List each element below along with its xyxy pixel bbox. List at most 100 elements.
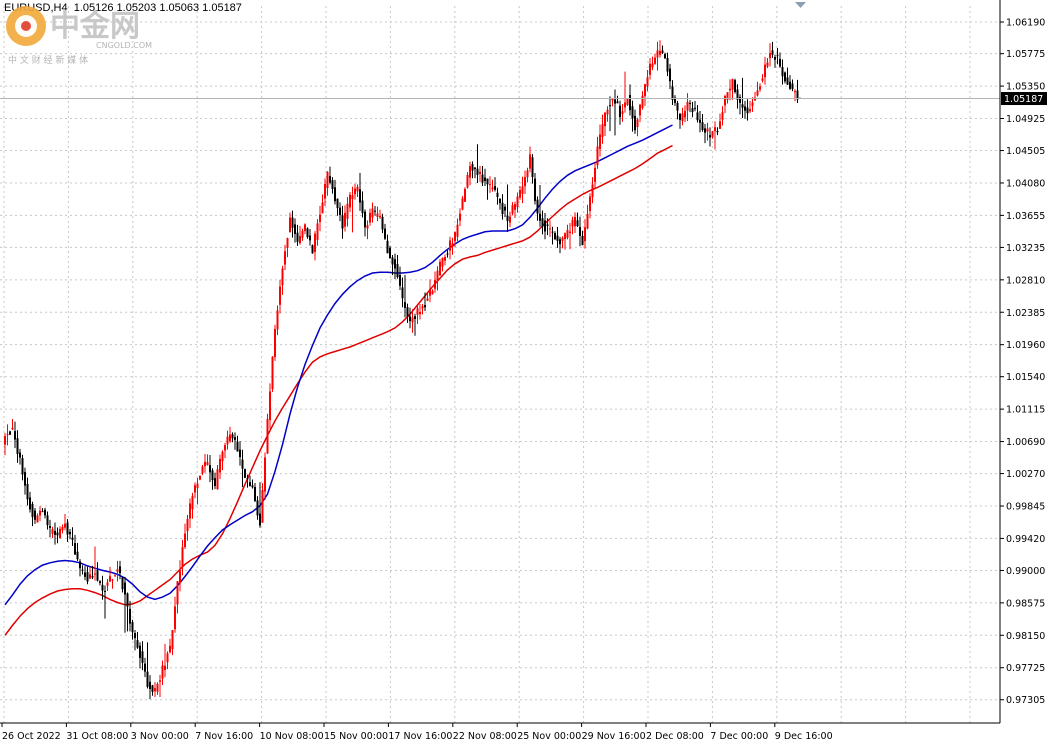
candle xyxy=(296,224,299,246)
candle xyxy=(754,92,756,101)
candle xyxy=(761,74,764,83)
candle xyxy=(474,167,476,179)
candle xyxy=(419,304,421,320)
candle xyxy=(164,643,166,678)
candle xyxy=(446,250,449,258)
candle xyxy=(331,177,334,194)
candle xyxy=(319,205,321,232)
candle xyxy=(611,98,614,107)
candle xyxy=(599,124,601,157)
candle xyxy=(39,506,41,521)
x-tick-label: 25 Nov 00:00 xyxy=(517,731,581,742)
candle xyxy=(101,575,104,600)
candle xyxy=(414,313,416,336)
candle xyxy=(214,472,216,490)
candle xyxy=(704,124,706,144)
candle xyxy=(254,482,256,503)
candle xyxy=(439,259,441,277)
candle xyxy=(91,565,94,580)
candle xyxy=(134,629,136,651)
candle xyxy=(356,184,359,197)
candle xyxy=(114,574,116,577)
candle xyxy=(344,205,346,232)
candle xyxy=(56,527,59,544)
candle xyxy=(234,432,236,450)
candle xyxy=(676,100,679,120)
candle xyxy=(394,253,396,280)
price-axis[interactable]: 1.06190 1.05775 1.05350 1.04925 1.04505 1.040… xyxy=(1000,18,1045,707)
y-tick-label: 0.98575 xyxy=(1006,598,1045,609)
candle xyxy=(146,642,149,689)
candle xyxy=(741,77,744,119)
candle xyxy=(579,216,581,247)
candle xyxy=(679,112,681,129)
candle xyxy=(614,89,616,136)
last-price-marker: 1.05187 xyxy=(1001,92,1047,106)
candle xyxy=(231,432,234,443)
candle xyxy=(131,619,134,640)
candle xyxy=(226,430,229,450)
candle xyxy=(459,208,461,226)
candle xyxy=(154,681,156,698)
candle xyxy=(36,513,39,523)
y-tick-label: 1.04505 xyxy=(1006,146,1045,157)
candle xyxy=(689,100,691,113)
candle xyxy=(366,220,369,240)
candle xyxy=(429,279,431,303)
candle xyxy=(269,383,271,429)
candle xyxy=(389,245,391,259)
candle xyxy=(276,305,279,336)
candle xyxy=(249,475,251,487)
candle xyxy=(159,674,161,698)
candle xyxy=(206,454,209,466)
candle xyxy=(624,71,626,113)
candle xyxy=(329,166,331,185)
y-tick-label: 1.02385 xyxy=(1006,308,1045,319)
candle xyxy=(416,305,419,325)
candle xyxy=(161,660,164,685)
candle xyxy=(456,218,459,242)
candle xyxy=(691,101,694,118)
candle xyxy=(491,179,494,192)
candle xyxy=(506,184,509,232)
candle xyxy=(529,146,531,173)
candle xyxy=(174,596,176,633)
y-tick-label: 1.03655 xyxy=(1006,211,1045,222)
candle xyxy=(736,84,739,109)
candle xyxy=(749,101,751,114)
candle xyxy=(686,93,689,122)
candle xyxy=(66,519,69,542)
candle xyxy=(371,202,374,223)
candle xyxy=(284,244,286,270)
candle xyxy=(139,642,141,669)
y-tick-label: 1.06190 xyxy=(1006,18,1045,29)
candle xyxy=(336,198,339,216)
candle xyxy=(466,172,469,189)
candle xyxy=(271,356,274,392)
candle xyxy=(194,482,196,499)
candle xyxy=(516,192,519,213)
candle xyxy=(536,196,539,221)
candle xyxy=(681,107,684,126)
candle xyxy=(24,467,26,495)
candle xyxy=(444,254,446,266)
y-tick-label: 0.99845 xyxy=(1006,501,1045,512)
time-axis[interactable]: 26 Oct 2022 31 Oct 08:00 3 Nov 00:00 7 Nov … xyxy=(1,723,833,742)
candle xyxy=(34,507,36,524)
candle xyxy=(514,201,516,218)
candle xyxy=(294,218,296,243)
candle xyxy=(116,560,119,582)
last-price-label: 1.05187 xyxy=(1004,94,1043,105)
candle xyxy=(771,41,774,58)
candle xyxy=(641,91,644,110)
candle xyxy=(124,576,126,633)
candle xyxy=(549,220,551,237)
candle xyxy=(664,52,666,60)
candle xyxy=(469,161,471,186)
chart-shift-marker-icon[interactable] xyxy=(795,2,806,8)
candle xyxy=(256,496,259,520)
candle xyxy=(224,442,226,459)
candle xyxy=(349,192,351,213)
